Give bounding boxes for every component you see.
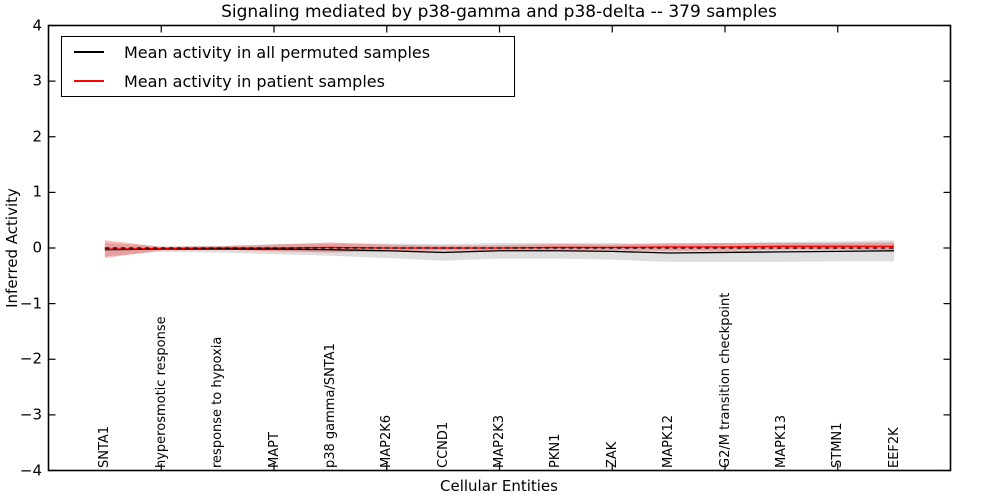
x-category-label: MAPK13: [773, 414, 789, 468]
x-category-label: hyperosmotic response: [153, 316, 169, 468]
x-category-label: p38 gamma/SNTA1: [322, 343, 338, 468]
x-category-label: EEF2K: [886, 427, 902, 468]
legend-item-permuted: Mean activity in all permuted samples: [62, 38, 514, 67]
chart-title: Signaling mediated by p38-gamma and p38-…: [221, 2, 777, 22]
legend-line-sample-black: [74, 51, 104, 53]
x-axis-label: Cellular Entities: [440, 477, 558, 495]
legend-line-sample-red: [74, 80, 104, 82]
x-category-label: MAPK12: [661, 414, 677, 468]
band-patient-std: [104, 240, 895, 259]
x-category-label: SNTA1: [97, 425, 113, 468]
y-tick-label: −4: [19, 461, 42, 479]
y-tick-label: −2: [19, 349, 42, 368]
x-category-label: CCND1: [435, 421, 451, 468]
x-category-label: ZAK: [604, 441, 620, 468]
y-tick-label: −1: [19, 294, 42, 313]
y-tick-label: 2: [32, 127, 42, 146]
y-tick-label: −3: [19, 405, 42, 424]
x-category-label: MAPT: [266, 432, 282, 468]
y-tick-label: 1: [32, 182, 42, 201]
x-category-label: STMN1: [830, 422, 846, 468]
x-category-label: PKN1: [548, 433, 564, 468]
y-tick-label: 4: [32, 16, 42, 34]
x-category-label: MAP2K3: [492, 414, 507, 468]
x-category-label: response to hypoxia: [210, 336, 226, 468]
legend-box: Mean activity in all permuted samples Me…: [61, 36, 515, 97]
y-tick-label: 3: [32, 71, 42, 90]
y-tick-label: 0: [32, 238, 42, 257]
x-category-label: MAP2K6: [379, 414, 395, 468]
legend-item-patient: Mean activity in patient samples: [62, 67, 514, 96]
legend-label: Mean activity in patient samples: [124, 71, 385, 91]
legend-label: Mean activity in all permuted samples: [124, 42, 431, 62]
x-category-label: G2/M transition checkpoint: [717, 292, 733, 468]
line-permuted-mean: [104, 248, 895, 254]
